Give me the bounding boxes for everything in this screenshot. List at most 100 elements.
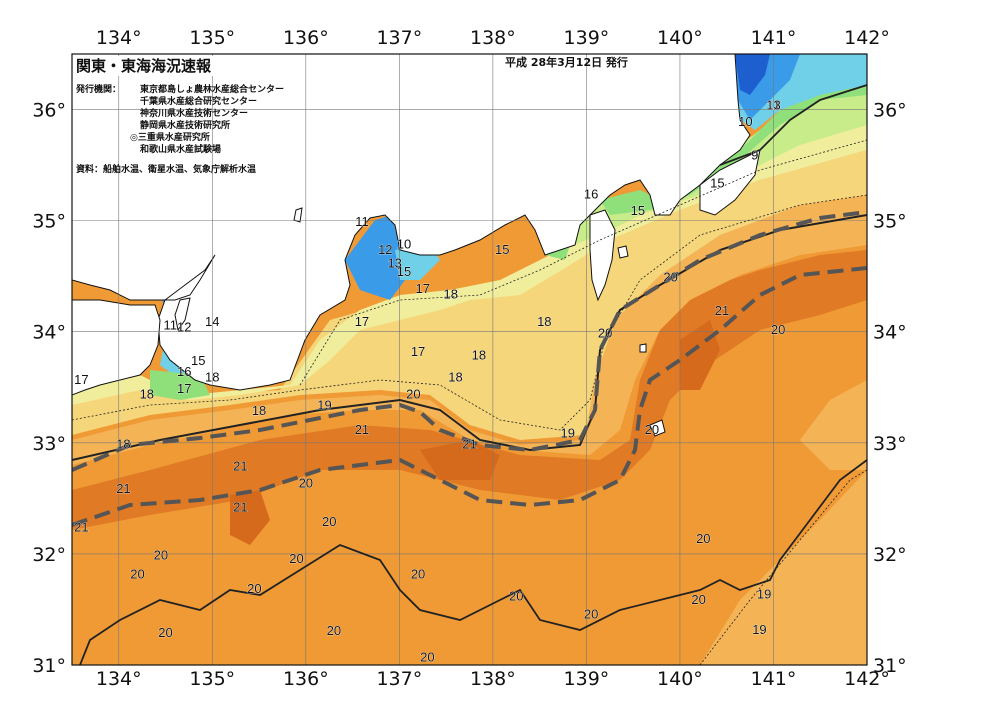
lat-tick-label: 32° [873, 544, 907, 566]
contour-label: 20 [247, 581, 261, 596]
contour-label: 17 [74, 372, 88, 387]
land-oshima [617, 245, 629, 259]
contour-label: 19 [757, 586, 771, 601]
lat-tick-label: 31° [873, 655, 907, 677]
lat-tick-label: 36° [32, 100, 66, 122]
contour-label: 17 [177, 381, 191, 396]
issuer-orgs: 東京都島しょ農林水産総合センター千葉県水産総合研究センター神奈川県水産技術センタ… [130, 83, 284, 155]
contour-label: 17 [416, 281, 430, 296]
contour-label: 20 [771, 322, 785, 337]
contour-label: 20 [289, 551, 303, 566]
lon-ticks-bottom: 134° 135° 136° 137° 138° 139° 140° 141° 142° [96, 668, 890, 690]
contour-label: 12 [177, 320, 191, 335]
issuer-org: 静岡県水産技術研究所 [140, 119, 230, 131]
contour-label: 11 [767, 98, 781, 113]
contour-label: 15 [397, 264, 411, 279]
contour-label: 19 [560, 425, 574, 440]
sea-area-21-kuroshio [72, 250, 867, 530]
land-shikoku [72, 299, 161, 396]
lat-tick-label: 33° [873, 433, 907, 455]
lon-tick-label: 135° [189, 668, 235, 690]
land-miyake [639, 343, 647, 353]
lon-tick-label: 135° [189, 27, 235, 49]
contour-label: 18 [252, 403, 266, 418]
lat-tick-label: 35° [873, 211, 907, 233]
lon-tick-label: 138° [470, 27, 516, 49]
contour-label: 18 [472, 348, 486, 363]
contour-20-south [79, 459, 867, 665]
contour-label: 15 [495, 242, 509, 257]
contour-label: 14 [205, 314, 219, 329]
contour-label: 10 [738, 114, 752, 129]
contour-label: 18 [140, 386, 154, 401]
lon-tick-label: 140° [657, 27, 703, 49]
land-sado-like [293, 207, 303, 223]
lat-tick-label: 34° [873, 322, 907, 344]
kuroshio-inner-path [72, 210, 867, 472]
contour-label: 20 [327, 623, 341, 638]
sea-area-19-east [800, 380, 867, 470]
lon-tick-label: 142° [844, 27, 890, 49]
lon-tick-label: 136° [283, 668, 329, 690]
contour-label: 20 [411, 566, 425, 581]
contour-label: 12 [378, 242, 392, 257]
contour-label: 20 [299, 475, 313, 490]
contour-label: 11 [163, 318, 177, 333]
contour-label: 21 [462, 436, 476, 451]
map-title: 関東・東海海況速報 [76, 57, 212, 75]
sea-eddy-21-b [420, 440, 500, 480]
contour-label: 11 [355, 214, 369, 229]
contour-label: 20 [420, 650, 434, 665]
contour-thin-a [72, 194, 867, 431]
lon-tick-label: 139° [564, 27, 610, 49]
contour-label: 20 [598, 325, 612, 340]
lat-tick-label: 34° [32, 322, 66, 344]
issuer-label: 発行機関： [75, 83, 121, 95]
contour-label: 19 [752, 622, 766, 637]
sea-area-19-coastal [72, 190, 867, 465]
issuer-org: ◎三重県水産研究所 [130, 131, 210, 143]
contour-label: 17 [411, 344, 425, 359]
land-awaji [174, 297, 191, 332]
contour-label: 20 [509, 589, 523, 604]
lat-ticks-left: 36° 35° 34° 33° 32° 31° [32, 100, 66, 677]
kuroshio-axis [72, 210, 867, 527]
contour-label: 15 [631, 203, 645, 218]
lat-tick-label: 35° [32, 211, 66, 233]
lon-ticks-top: 134° 135° 136° 137° 138° 139° 140° 141° 142° [96, 27, 890, 49]
contour-label: 20 [322, 514, 336, 529]
lat-tick-label: 31° [32, 655, 66, 677]
contour-label: 20 [406, 386, 420, 401]
contour-label: 21 [116, 481, 130, 496]
lon-tick-label: 134° [96, 668, 142, 690]
contour-label: 17 [355, 314, 369, 329]
data-sources: 資料：船舶水温、衛星水温、気象庁解析水温 [76, 163, 256, 175]
contour-label: 21 [233, 459, 247, 474]
contour-label: 21 [233, 500, 247, 515]
sea-area-ise [345, 215, 405, 300]
contour-15-ne [719, 84, 867, 166]
contour-label: 18 [205, 370, 219, 385]
contour-label: 13 [766, 98, 780, 113]
land-izu-peninsula [589, 209, 616, 302]
lon-tick-label: 139° [564, 668, 610, 690]
lat-tick-label: 33° [32, 433, 66, 455]
contour-label: 20 [584, 606, 598, 621]
contour-label: 19 [317, 397, 331, 412]
lat-tick-label: 32° [32, 544, 66, 566]
sea-area-9-ne [735, 54, 770, 95]
sea-eddy-21-a [230, 490, 270, 545]
issuer-org: 東京都島しょ農林水産総合センター [140, 83, 284, 95]
lon-tick-label: 141° [751, 27, 797, 49]
contour-label: 18 [448, 370, 462, 385]
sea-area-19-southeast [700, 470, 867, 665]
contour-label: 20 [158, 625, 172, 640]
contour-label: 20 [130, 566, 144, 581]
contour-label: 21 [715, 303, 729, 318]
contour-label: 15 [710, 175, 724, 190]
lon-tick-label: 140° [657, 668, 703, 690]
lat-tick-label: 36° [873, 100, 907, 122]
contour-label: 20 [696, 531, 710, 546]
lon-tick-label: 137° [376, 27, 422, 49]
